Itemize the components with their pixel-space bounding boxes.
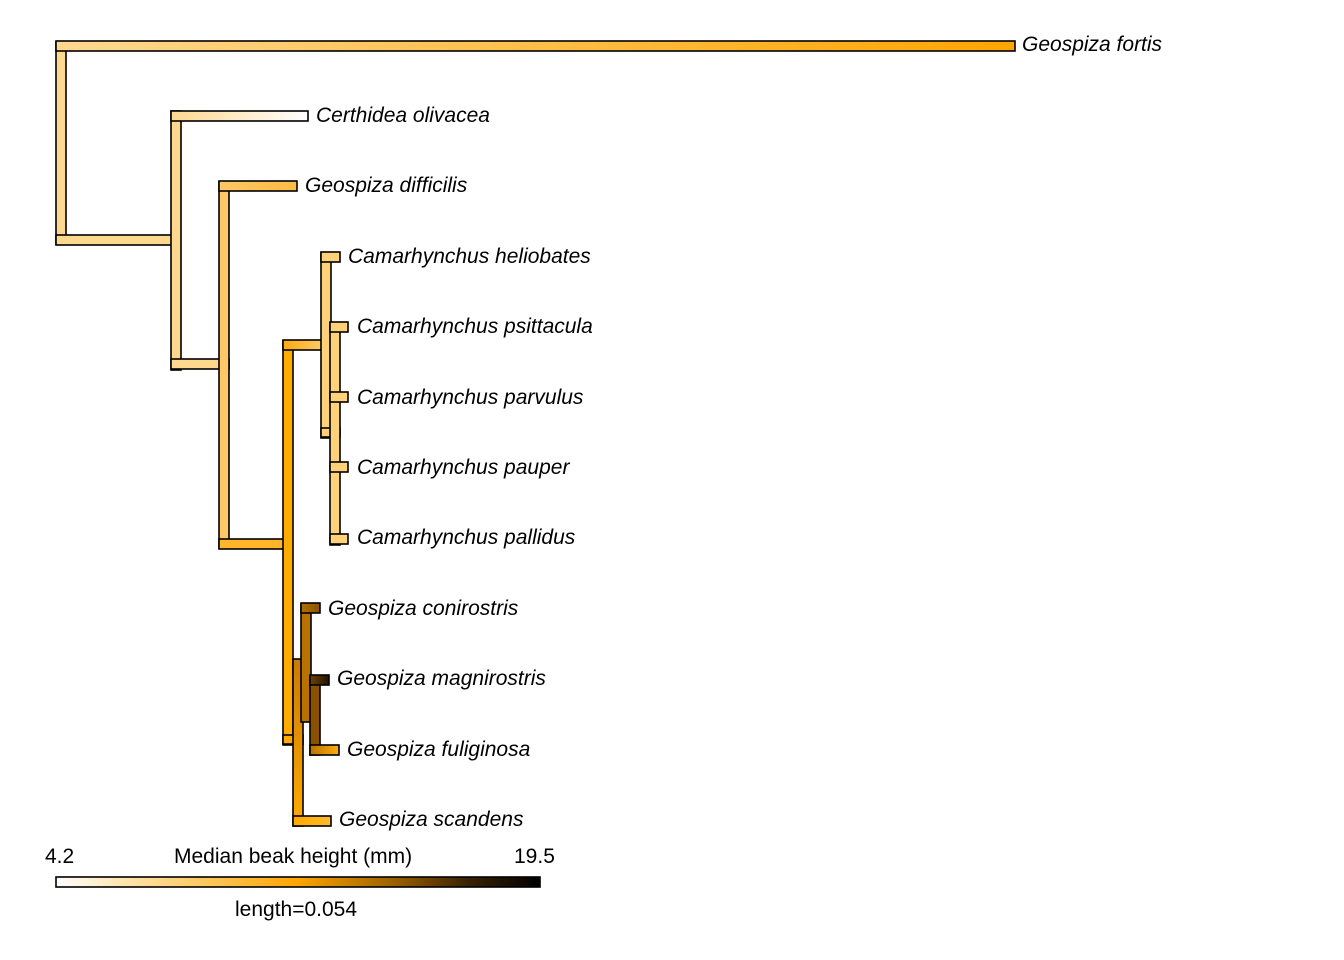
tip-label-geospiza-fuliginosa: Geospiza fuliginosa — [347, 738, 530, 761]
tip-label-certhidea-olivacea: Certhidea olivacea — [316, 104, 490, 127]
tip-label-camarhynchus-pallidus: Camarhynchus pallidus — [357, 526, 576, 549]
color-legend: 4.2 Median beak height (mm) 19.5 length=… — [45, 845, 555, 921]
tip-label-camarhynchus-pauper: Camarhynchus pauper — [357, 456, 570, 479]
branch-geospiza-fortis — [55, 40, 1016, 52]
tip-label-camarhynchus-psittacula: Camarhynchus psittacula — [357, 315, 593, 338]
tip-label-geospiza-fortis: Geospiza fortis — [1022, 33, 1163, 56]
branch-node-a-vertical — [170, 110, 182, 371]
legend-title: Median beak height (mm) — [174, 845, 412, 868]
tip-label-geospiza-magnirostris: Geospiza magnirostris — [337, 667, 546, 690]
tip-label-geospiza-difficilis: Geospiza difficilis — [305, 174, 468, 197]
branch-camarhynchus-pauper — [329, 461, 349, 473]
branch-geospiza-conirostris — [300, 602, 321, 614]
tip-label-camarhynchus-parvulus: Camarhynchus parvulus — [357, 386, 584, 409]
branch-geospiza-innermost-vertical — [309, 675, 321, 756]
branch-camarhynchus-pallidus — [329, 533, 349, 545]
phylogenetic-tree — [55, 40, 1016, 827]
tip-label-geospiza-scandens: Geospiza scandens — [339, 808, 524, 831]
branch-geospiza-magnirostris — [309, 674, 330, 686]
branch-root-to-node-a — [55, 234, 181, 246]
branch-geospiza-difficilis — [218, 180, 298, 192]
branch-node-c-vertical — [282, 340, 294, 746]
branch-camarhynchus-inner-vertical — [329, 322, 341, 546]
branch-certhidea-olivacea — [170, 110, 309, 122]
tip-label-geospiza-conirostris: Geospiza conirostris — [328, 597, 519, 620]
branch-camarhynchus-psittacula — [329, 321, 349, 333]
legend-min-label: 4.2 — [45, 845, 74, 868]
branch-geospiza-fuliginosa — [309, 744, 340, 756]
legend-color-bar — [55, 876, 541, 888]
legend-max-label: 19.5 — [514, 845, 555, 868]
tip-label-camarhynchus-heliobates: Camarhynchus heliobates — [348, 245, 591, 268]
tip-labels: Geospiza fortis Certhidea olivacea Geosp… — [305, 33, 1163, 831]
branch-node-b-to-node-c — [218, 538, 293, 550]
branch-camarhynchus-parvulus — [329, 391, 349, 403]
branch-camarhynchus-heliobates — [320, 251, 341, 263]
branch-geospiza-scandens — [292, 815, 332, 827]
branch-root-vertical — [55, 41, 67, 245]
branch-node-b-vertical — [218, 181, 230, 549]
legend-length-label: length=0.054 — [235, 898, 357, 921]
